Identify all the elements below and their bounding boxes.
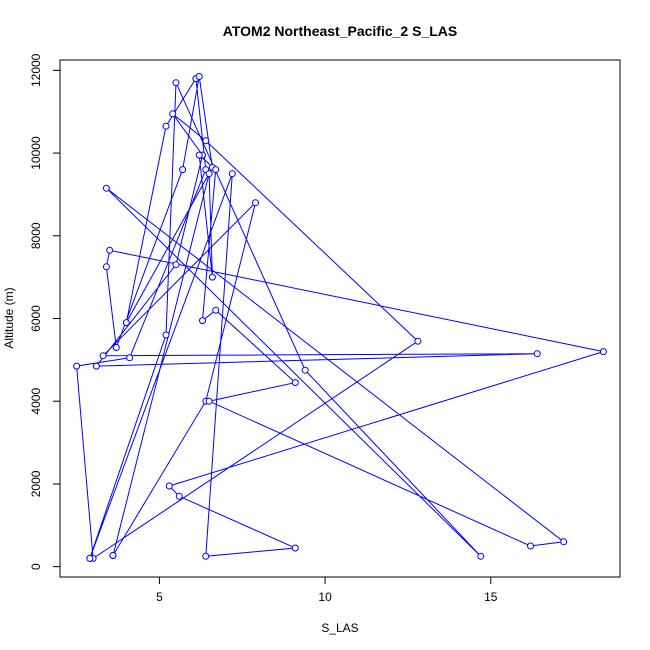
data-point-2 (252, 199, 259, 207)
data-point-6 (172, 261, 180, 269)
y-axis-label: Altitude (m) (2, 287, 16, 348)
data-point-21 (112, 344, 120, 351)
y-tick-label: 8000 (29, 222, 43, 249)
data-point-38 (205, 397, 213, 405)
y-tick-label: 12000 (29, 53, 43, 87)
x-axis: 5 10 15 (156, 577, 498, 604)
data-point-33 (301, 366, 309, 374)
data-point-26 (175, 492, 183, 500)
y-axis: 0 2000 4000 6000 8000 10000 12000 (29, 53, 60, 570)
data-point-4 (533, 350, 541, 358)
data-point-27 (291, 544, 299, 552)
data-point-41 (199, 317, 206, 325)
data-point-8 (169, 110, 177, 118)
data-point-31 (162, 331, 170, 339)
y-tick-label: 4000 (29, 388, 43, 415)
data-point-46 (109, 552, 117, 559)
data-point-17 (122, 319, 130, 327)
data-point-44 (208, 273, 216, 281)
x-axis-label: S_LAS (321, 621, 358, 635)
x-tick-label: 15 (484, 590, 498, 604)
data-point-12 (73, 362, 81, 370)
data-point-35 (102, 184, 110, 192)
x-tick-label: 5 (156, 590, 163, 604)
data-point-16 (162, 122, 170, 130)
data-point-30 (86, 554, 94, 562)
y-tick-label: 6000 (29, 305, 43, 332)
chart-title: ATOM2 Northeast_Pacific_2 S_LAS (223, 23, 457, 39)
data-point-10 (414, 337, 422, 345)
data-point-29 (228, 170, 236, 178)
y-tick-label: 2000 (29, 470, 43, 497)
data-point-24 (599, 348, 607, 356)
data-point-9 (202, 137, 210, 145)
data-point-25 (165, 482, 173, 490)
data-point-5 (92, 362, 100, 370)
data-point-37 (527, 542, 534, 550)
data-point-40 (212, 306, 220, 314)
data-point-28 (202, 552, 210, 560)
data-point-22 (102, 263, 110, 271)
data-point-3 (99, 352, 107, 360)
data-point-23 (106, 246, 114, 254)
data-point-42 (212, 166, 220, 174)
y-tick-label: 0 (29, 563, 43, 570)
data-point-43 (195, 151, 203, 159)
data-point-19 (195, 73, 203, 80)
y-tick-label: 10000 (29, 136, 43, 170)
series-line-0 (76, 76, 604, 560)
data-point-39 (291, 379, 299, 387)
data-point-13 (126, 354, 134, 362)
data-point-36 (560, 538, 568, 546)
data-point-20 (179, 166, 187, 174)
plot-frame (59, 59, 621, 578)
plot-area (73, 73, 607, 562)
data-point-32 (172, 79, 180, 87)
data-point-34 (477, 552, 485, 560)
data-point-45 (205, 170, 213, 178)
x-tick-label: 10 (318, 590, 332, 604)
